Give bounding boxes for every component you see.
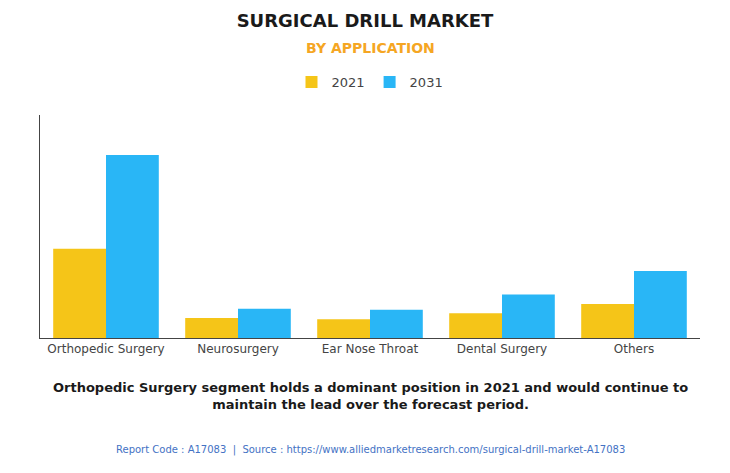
svg-text:Neurosurgery: Neurosurgery — [197, 342, 279, 356]
svg-text:Dental Surgery: Dental Surgery — [457, 342, 547, 356]
svg-text:Orthopedic Surgery segment hol: Orthopedic Surgery segment holds a domin… — [53, 380, 688, 412]
svg-text:2021: 2021 — [332, 75, 365, 90]
svg-text:SURGICAL DRILL MARKET: SURGICAL DRILL MARKET — [237, 10, 494, 31]
svg-text:Orthopedic Surgery: Orthopedic Surgery — [47, 342, 164, 356]
svg-text:Report Code : A17083 | Sourc: Report Code : A17083 | Source : https://… — [116, 444, 625, 456]
svg-text:BY APPLICATION: BY APPLICATION — [306, 40, 435, 56]
svg-text:Others: Others — [614, 342, 654, 356]
svg-text:Ear Nose Throat: Ear Nose Throat — [322, 342, 419, 356]
svg-text:2031: 2031 — [410, 75, 443, 90]
